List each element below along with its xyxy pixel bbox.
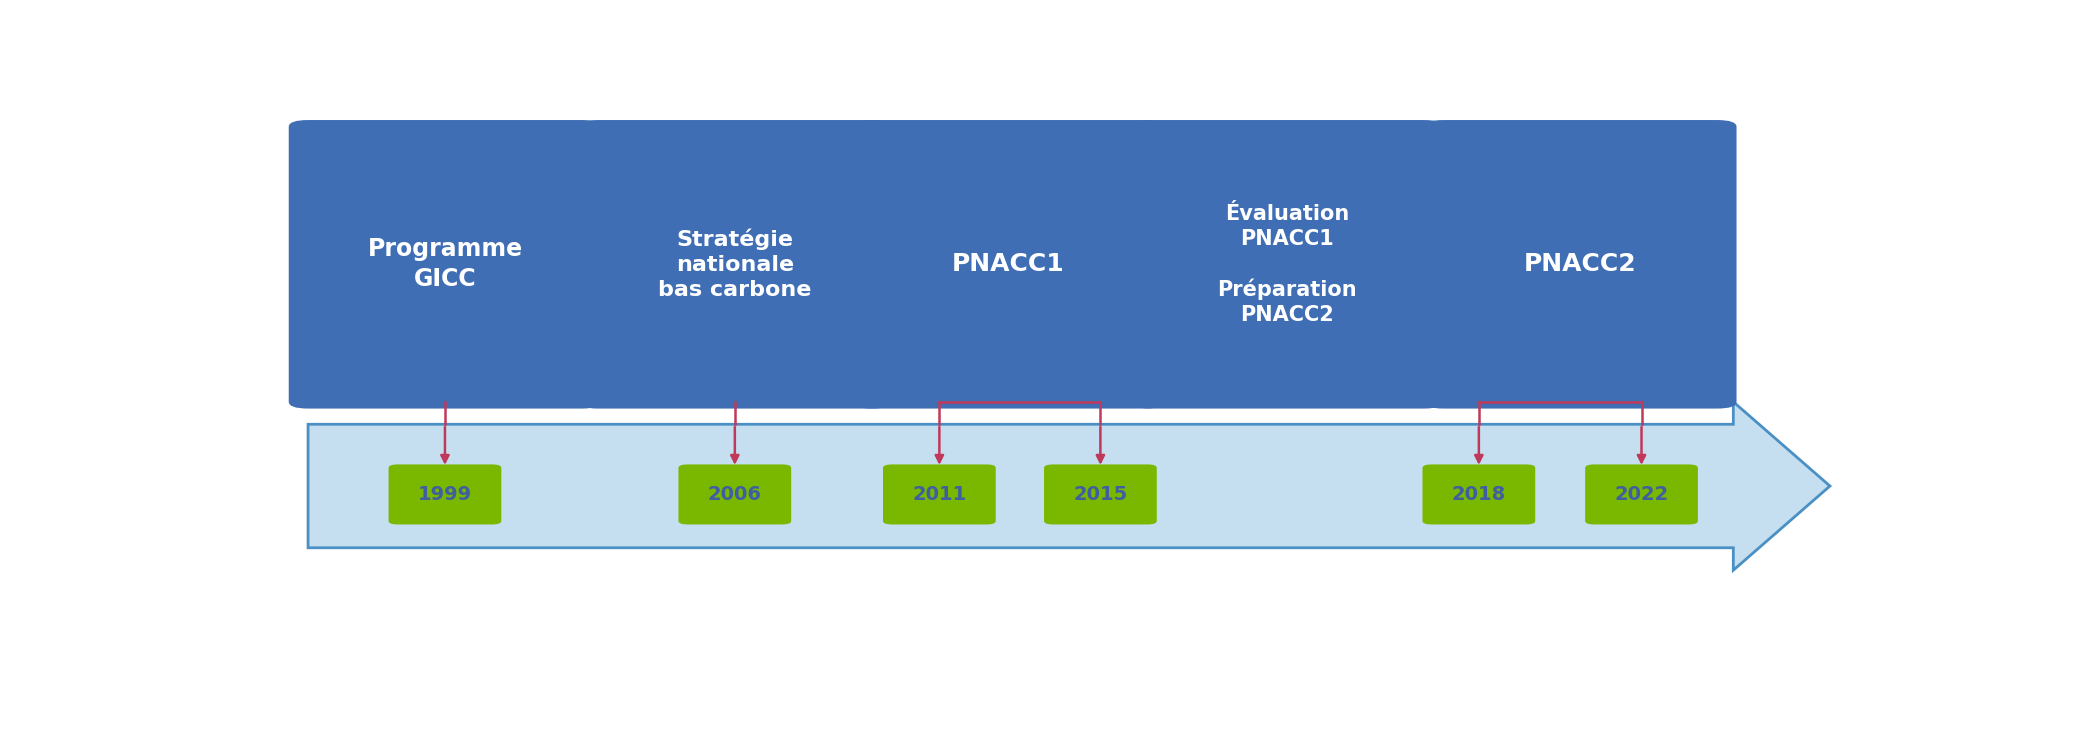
FancyBboxPatch shape xyxy=(1043,464,1157,524)
FancyBboxPatch shape xyxy=(578,120,891,408)
FancyBboxPatch shape xyxy=(389,464,501,524)
Polygon shape xyxy=(308,402,1831,570)
Text: 1999: 1999 xyxy=(418,485,472,504)
FancyBboxPatch shape xyxy=(1130,120,1444,408)
Text: PNACC2: PNACC2 xyxy=(1523,252,1637,276)
Text: Programme
GICC: Programme GICC xyxy=(368,238,522,291)
Text: 2018: 2018 xyxy=(1453,485,1507,504)
FancyBboxPatch shape xyxy=(677,464,792,524)
FancyBboxPatch shape xyxy=(1423,120,1737,408)
Text: 2022: 2022 xyxy=(1615,485,1669,504)
FancyBboxPatch shape xyxy=(1586,464,1698,524)
FancyBboxPatch shape xyxy=(1423,464,1536,524)
FancyBboxPatch shape xyxy=(289,120,601,408)
Text: 2015: 2015 xyxy=(1072,485,1128,504)
FancyBboxPatch shape xyxy=(883,464,995,524)
FancyBboxPatch shape xyxy=(852,120,1166,408)
Text: PNACC1: PNACC1 xyxy=(952,252,1066,276)
Text: 2006: 2006 xyxy=(709,485,763,504)
Text: 2011: 2011 xyxy=(912,485,966,504)
Text: Évaluation
PNACC1

Préparation
PNACC2: Évaluation PNACC1 Préparation PNACC2 xyxy=(1218,203,1357,325)
Text: Stratégie
nationale
bas carbone: Stratégie nationale bas carbone xyxy=(659,229,812,300)
